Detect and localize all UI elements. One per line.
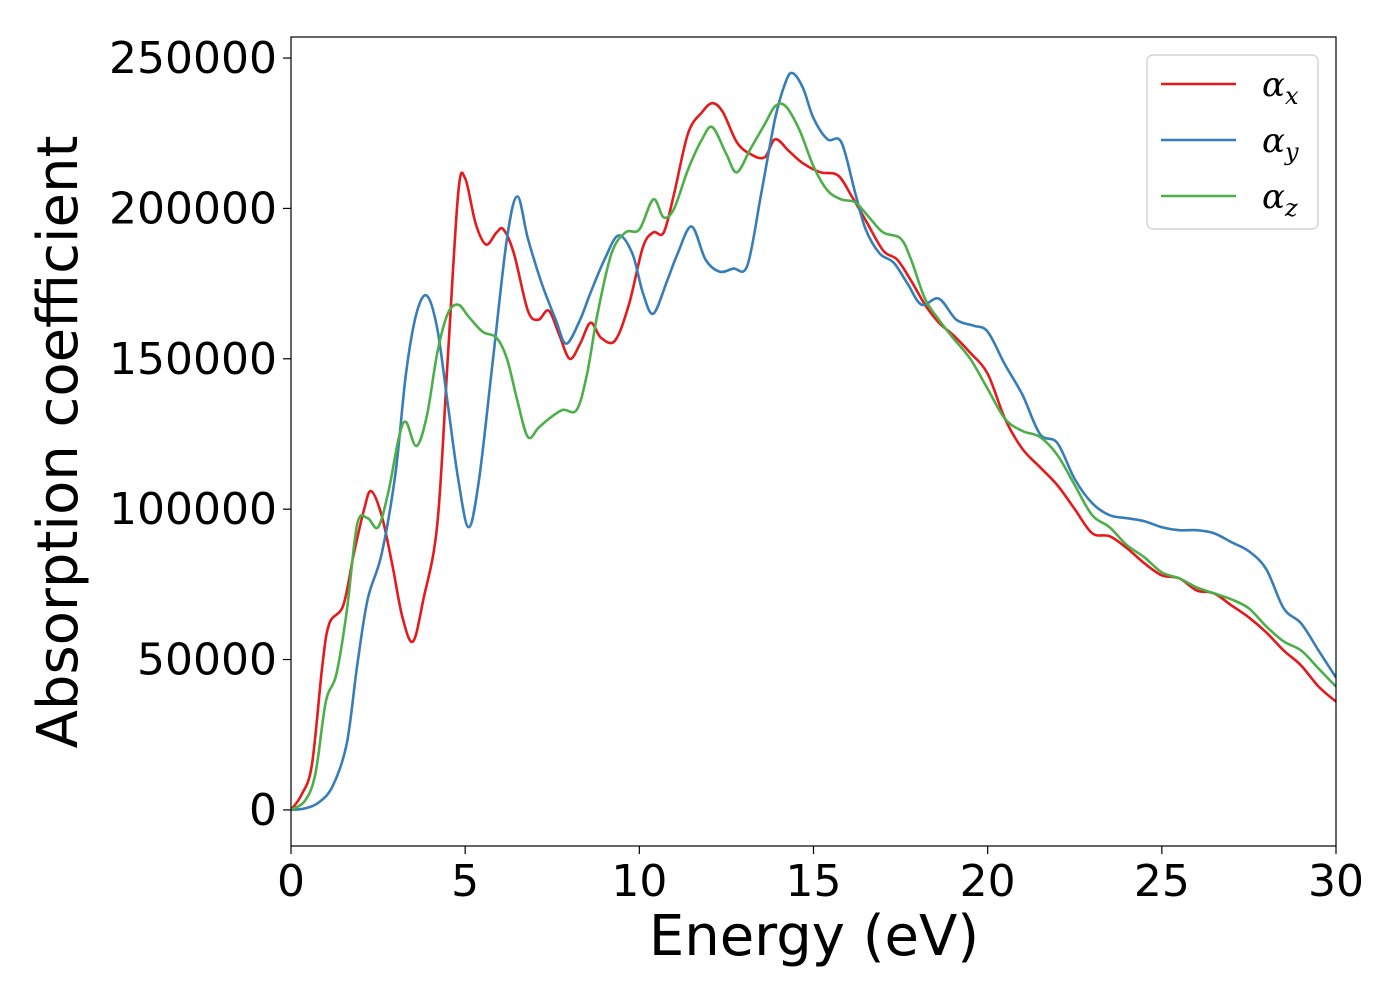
y-tick-label: 200000 [109, 183, 277, 234]
x-tick-label: 10 [611, 856, 667, 907]
x-tick-label: 5 [451, 856, 479, 907]
plot-frame [290, 36, 1337, 847]
x-tick-label: 20 [960, 856, 1016, 907]
plot-area [291, 71, 1336, 812]
y-tick-label: 250000 [109, 33, 277, 84]
x-tick-label: 0 [277, 856, 305, 907]
legend-box [1146, 54, 1319, 230]
y-axis-label: Absorption coefficient [26, 136, 91, 749]
x-tick-label: 25 [1134, 856, 1190, 907]
y-tick-label: 50000 [137, 635, 277, 686]
x-axis-ticks: 0 5 10 15 20 25 30 [277, 846, 1364, 907]
series-line-alpha-y [291, 71, 1336, 812]
x-tick-label: 30 [1308, 856, 1364, 907]
series-line-alpha-z [291, 102, 1336, 812]
x-tick-label: 15 [786, 856, 842, 907]
x-axis-label: Energy (eV) [649, 904, 979, 969]
y-axis-ticks: 0 50000 100000 150000 200000 250000 [109, 33, 291, 836]
y-tick-label: 150000 [109, 334, 277, 385]
y-tick-label: 100000 [109, 484, 277, 535]
series-line-alpha-x [291, 101, 1336, 811]
y-tick-label: 0 [249, 785, 277, 836]
